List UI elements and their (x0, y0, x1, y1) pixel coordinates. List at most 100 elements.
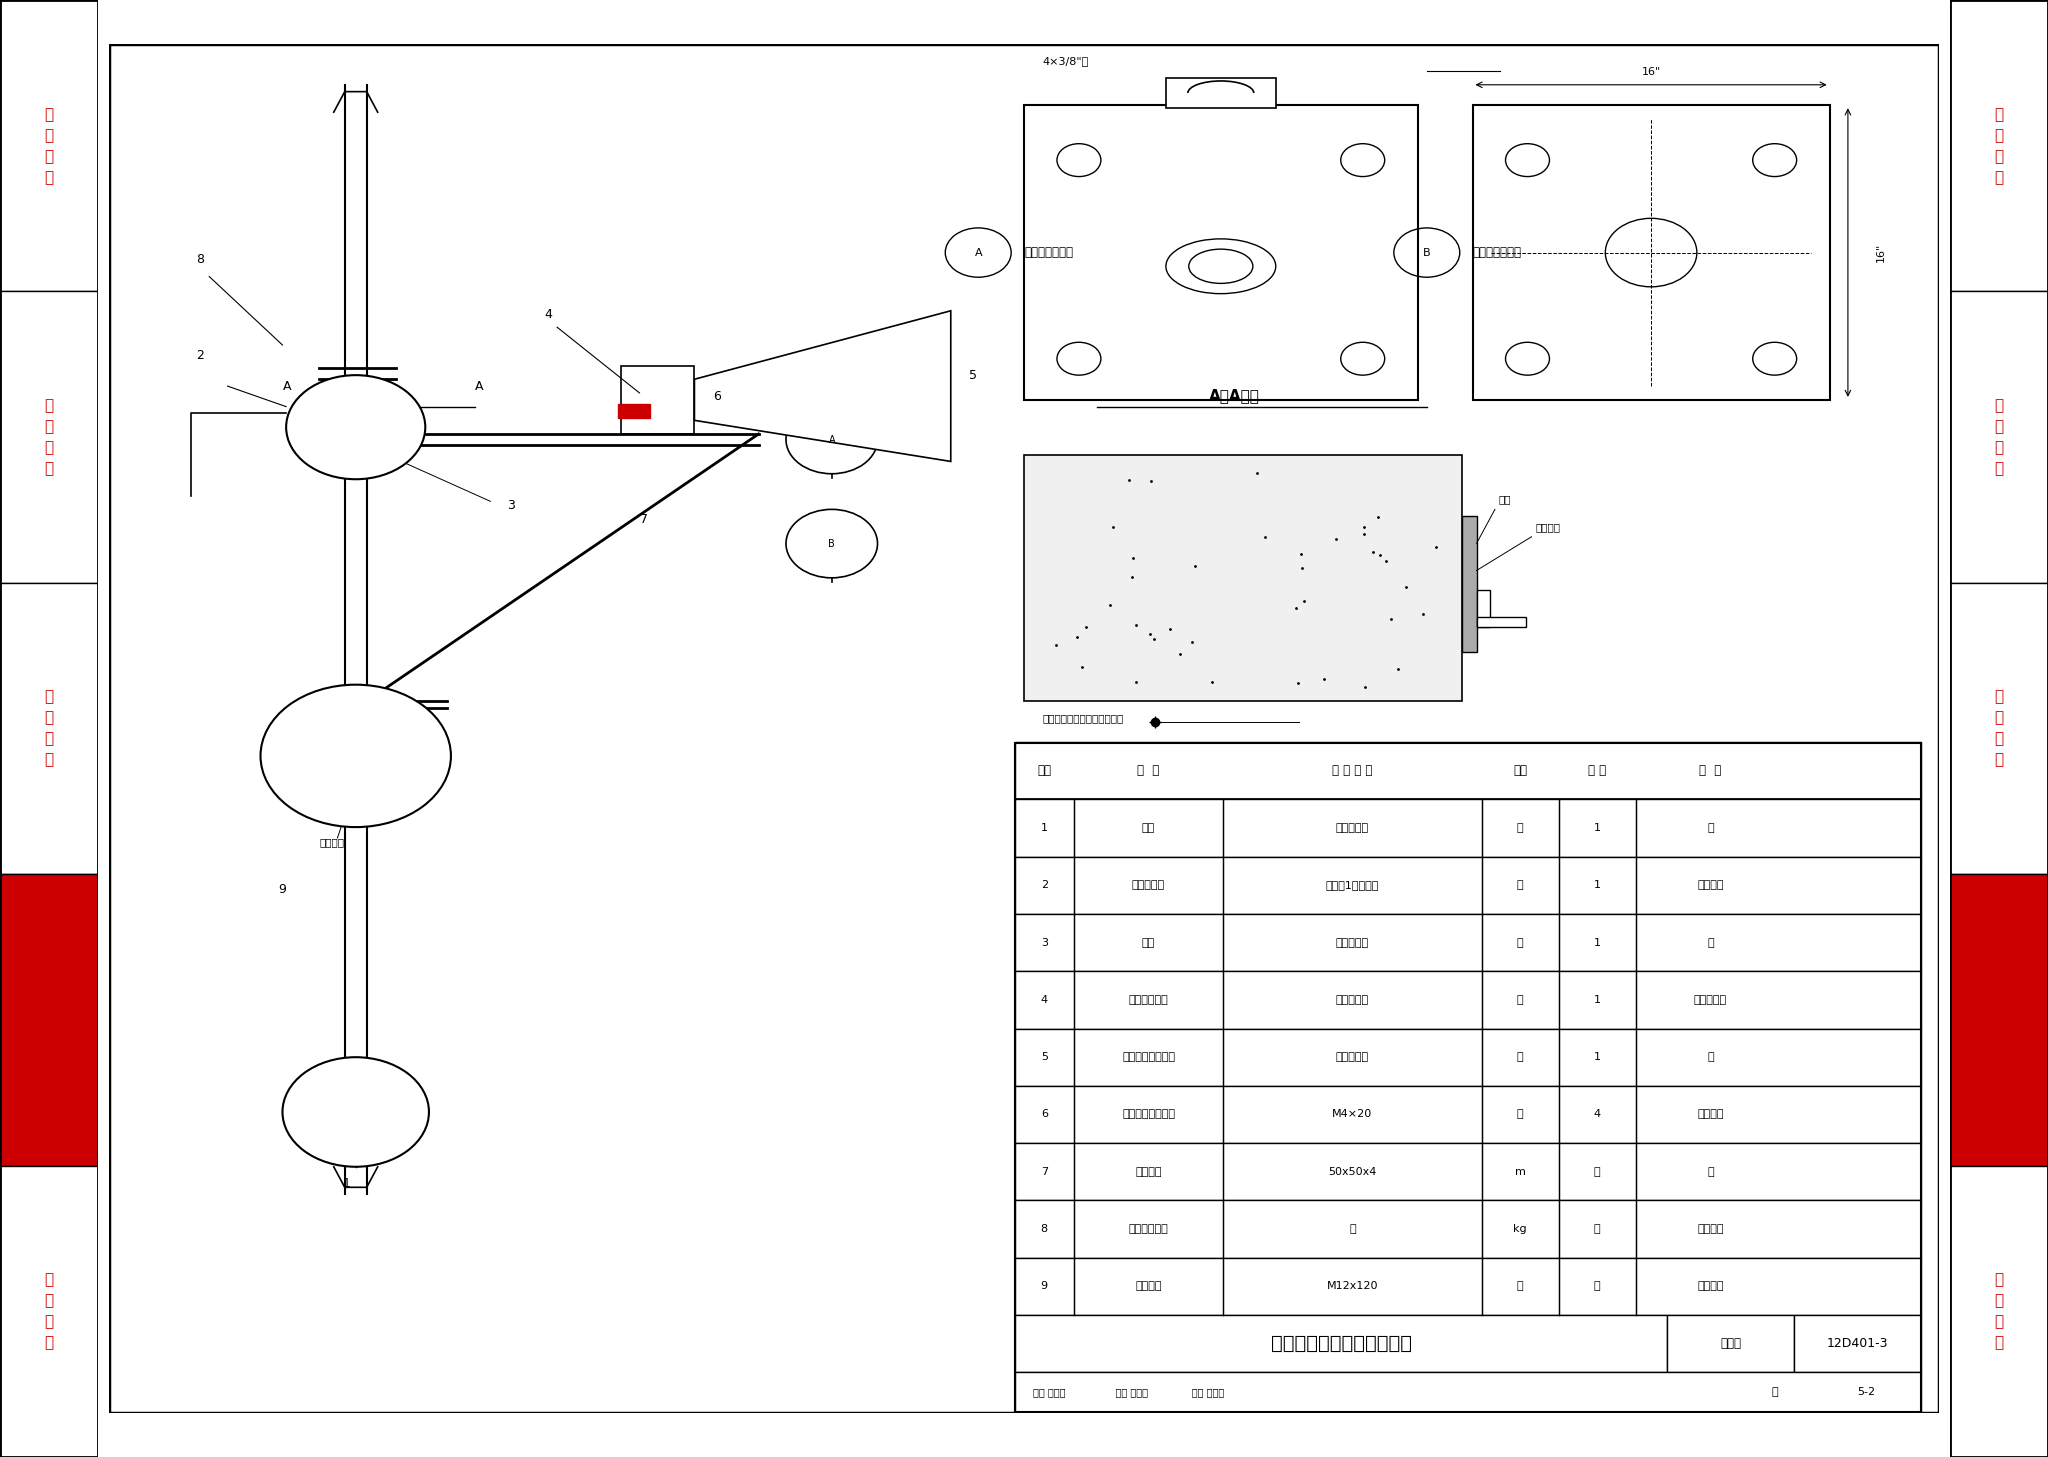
Bar (1016, 1085, 1921, 1144)
Text: 动
力
设
备: 动 力 设 备 (45, 398, 53, 476)
Text: M12x120: M12x120 (1327, 1281, 1378, 1291)
Bar (1016, 1314, 1667, 1372)
Bar (1477, 590, 1489, 627)
Bar (0, 1166, 98, 1457)
Text: 根: 根 (1518, 938, 1524, 947)
Text: 防爆扬声器混凝土壁上安装: 防爆扬声器混凝土壁上安装 (1270, 1335, 1411, 1354)
Text: 单位: 单位 (1513, 765, 1528, 778)
Text: 螺栓、螺母及垫圈: 螺栓、螺母及垫圈 (1122, 1109, 1176, 1119)
Text: 4: 4 (545, 307, 551, 321)
Bar (1024, 455, 1462, 701)
Text: 12D401-3: 12D401-3 (1827, 1338, 1888, 1351)
Text: 2: 2 (1040, 880, 1049, 890)
Text: 动
力
设
备: 动 力 设 备 (1995, 398, 2003, 476)
Text: 弱
电
设
备: 弱 电 设 备 (45, 981, 53, 1059)
Text: 套: 套 (1518, 1052, 1524, 1062)
Bar (1016, 1372, 1921, 1412)
Text: 50x50x4: 50x50x4 (1329, 1167, 1376, 1177)
Bar (1794, 1314, 1921, 1372)
Circle shape (283, 1058, 428, 1167)
Text: 数 量: 数 量 (1587, 765, 1606, 778)
Text: 1: 1 (1593, 938, 1602, 947)
Text: 4: 4 (1040, 995, 1049, 1005)
Text: 隔
离
密
封: 隔 离 密 封 (45, 106, 53, 185)
Text: －: － (1708, 1167, 1714, 1177)
Text: 见工程设计: 见工程设计 (1335, 1052, 1368, 1062)
Text: 现场焊接: 现场焊接 (1536, 522, 1561, 532)
Text: 型 号 规 格: 型 号 规 格 (1333, 765, 1372, 778)
Text: 照
明
灯
具: 照 明 灯 具 (45, 689, 53, 768)
Bar (1016, 1029, 1921, 1085)
Text: 9: 9 (1040, 1281, 1049, 1291)
Bar (1016, 972, 1921, 1029)
Text: 7: 7 (639, 513, 647, 526)
Text: －: － (1708, 1052, 1714, 1062)
Bar (1016, 914, 1921, 972)
Text: 钢管: 钢管 (1143, 823, 1155, 833)
Text: 镀锌角钢: 镀锌角钢 (1135, 1167, 1161, 1177)
Text: －: － (1350, 1224, 1356, 1234)
Text: 8: 8 (197, 254, 205, 265)
Bar (1477, 618, 1526, 627)
Bar (0, 583, 98, 874)
Text: 名  称: 名 称 (1137, 765, 1159, 778)
Text: 防爆号筒式扬声器: 防爆号筒式扬声器 (1122, 1052, 1176, 1062)
Text: 3: 3 (508, 500, 516, 513)
Text: M4×20: M4×20 (1333, 1109, 1372, 1119)
Text: A: A (283, 380, 291, 393)
Text: 6: 6 (1040, 1109, 1049, 1119)
Text: 市售成品: 市售成品 (1698, 1224, 1724, 1234)
Bar (0, 291, 98, 583)
Bar (1016, 857, 1921, 914)
Text: 1: 1 (1593, 823, 1602, 833)
Text: 隔
离
密
封: 隔 离 密 封 (1995, 106, 2003, 185)
Text: －: － (1593, 1281, 1599, 1291)
Text: B: B (827, 539, 836, 549)
Text: 图集号: 图集号 (1720, 1338, 1741, 1351)
Text: －: － (1593, 1167, 1599, 1177)
Bar (1016, 1257, 1921, 1314)
Bar (0, 874, 98, 1166)
Text: 与编号1钢管配合: 与编号1钢管配合 (1325, 880, 1378, 890)
Text: 个: 个 (1518, 880, 1524, 890)
Bar (1473, 105, 1829, 399)
Bar (1165, 79, 1276, 108)
Circle shape (287, 374, 426, 479)
Text: 保护管护口: 保护管护口 (1133, 880, 1165, 890)
Bar (1950, 0, 2048, 291)
Bar (1462, 516, 1477, 651)
Text: 见工程设计: 见工程设计 (1335, 995, 1368, 1005)
Text: 1: 1 (1593, 995, 1602, 1005)
Text: 膨胀螺栓: 膨胀螺栓 (1135, 1281, 1161, 1291)
Text: A－A剖面: A－A剖面 (1208, 388, 1260, 402)
Text: 市售成品: 市售成品 (1698, 880, 1724, 890)
Text: 16": 16" (1876, 243, 1886, 262)
Text: 与预埋板焊接或膨胀螺栓固定: 与预埋板焊接或膨胀螺栓固定 (1042, 714, 1124, 724)
Text: 个: 个 (1518, 995, 1524, 1005)
Text: m: m (1516, 1167, 1526, 1177)
Bar (1024, 105, 1417, 399)
Circle shape (260, 685, 451, 828)
Text: 7: 7 (1040, 1167, 1049, 1177)
Text: B: B (1423, 248, 1432, 258)
Text: 5-2: 5-2 (1858, 1387, 1876, 1397)
Text: 见工程设计: 见工程设计 (1335, 938, 1368, 947)
Bar (1016, 1144, 1921, 1201)
Text: 2: 2 (197, 348, 205, 361)
Text: 扬声器底座法兰: 扬声器底座法兰 (1473, 246, 1522, 259)
Bar (0, 0, 98, 291)
Text: 9: 9 (279, 883, 287, 896)
Text: A: A (829, 434, 836, 444)
Text: kg: kg (1513, 1224, 1528, 1234)
Text: 现场焊接: 现场焊接 (319, 836, 344, 847)
Text: 电缆密封接头: 电缆密封接头 (1128, 995, 1169, 1005)
Text: 16": 16" (1640, 67, 1661, 77)
Bar (1016, 800, 1921, 857)
Text: 4×3/8"孔: 4×3/8"孔 (1042, 57, 1090, 66)
Text: 套: 套 (1518, 1281, 1524, 1291)
Text: 3: 3 (1040, 938, 1049, 947)
Bar (1667, 1314, 1794, 1372)
Text: 市售成品: 市售成品 (1698, 1109, 1724, 1119)
Text: 供货商成套: 供货商成套 (1694, 995, 1726, 1005)
Text: －: － (1708, 823, 1714, 833)
